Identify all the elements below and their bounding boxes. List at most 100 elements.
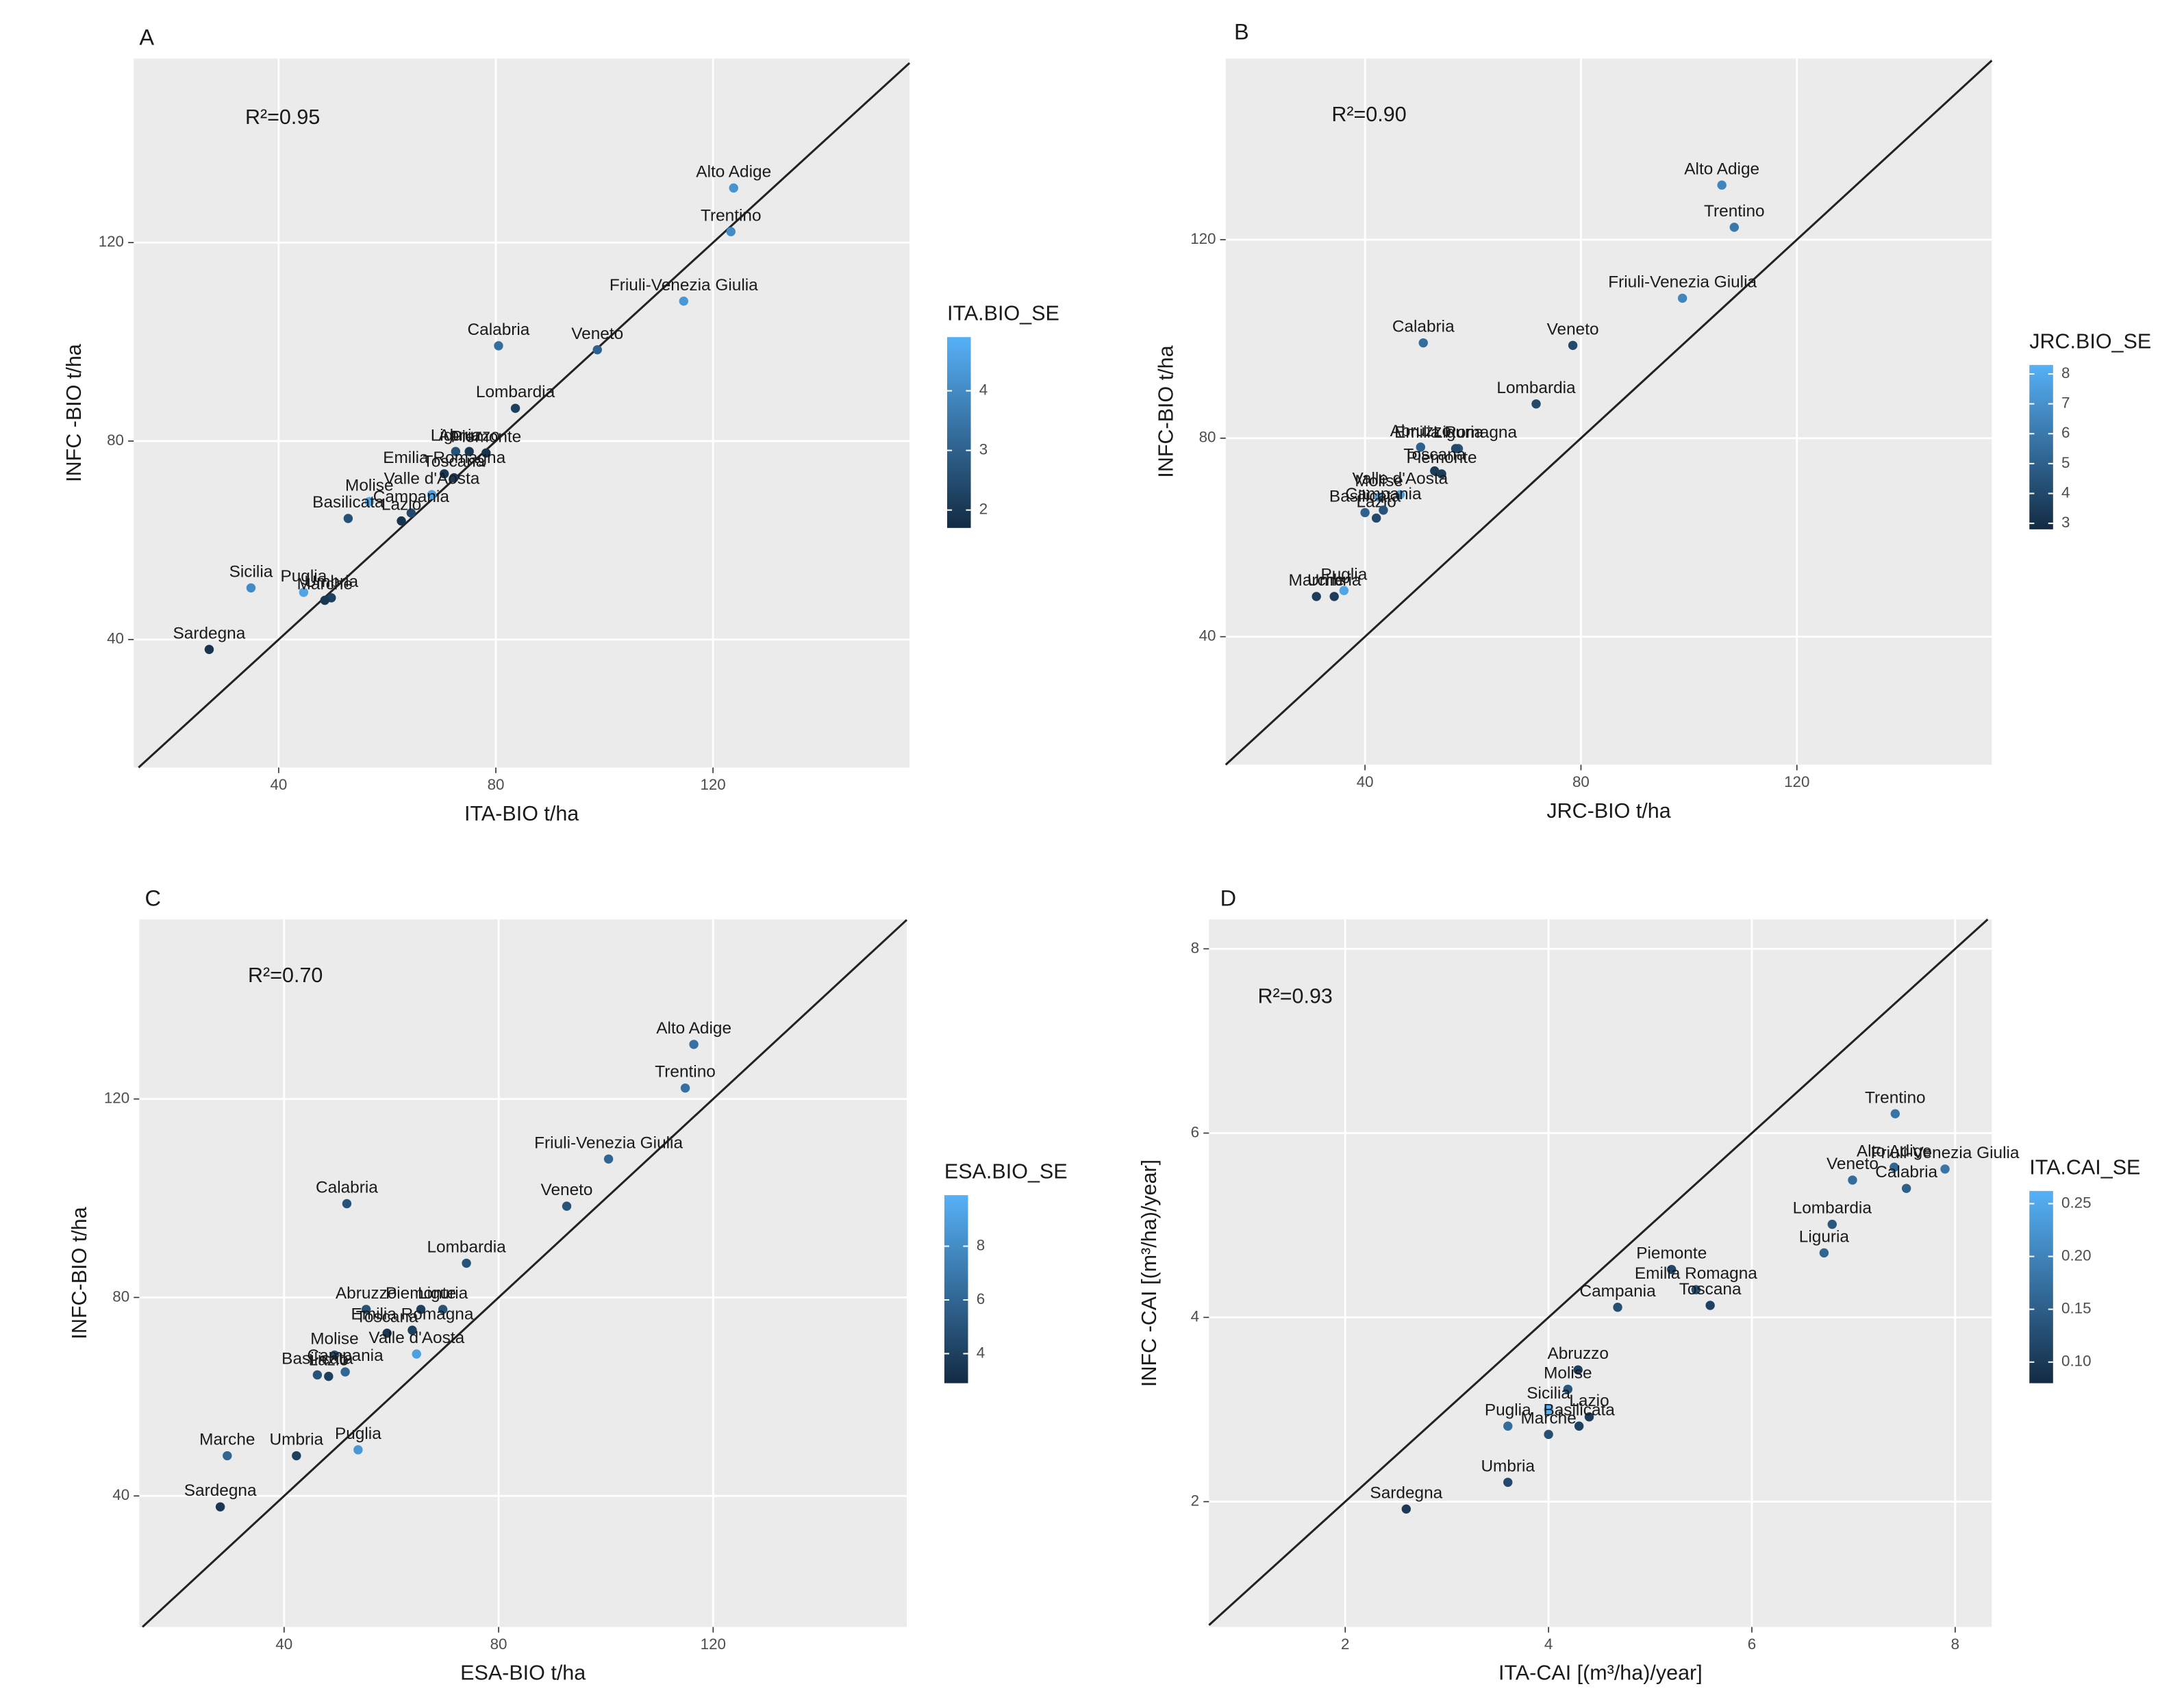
y-tick-label: 40 <box>1199 627 1216 644</box>
data-point <box>1401 1504 1411 1514</box>
data-point <box>439 469 449 479</box>
colorbar-tick-label: 0.10 <box>2061 1353 2092 1370</box>
point-label: Lombardia <box>1793 1199 1872 1218</box>
data-point <box>223 1451 232 1461</box>
point-label: Liguria <box>418 1284 468 1303</box>
data-point <box>416 1305 426 1314</box>
point-label: Lazio <box>381 496 421 514</box>
data-point <box>689 1040 699 1049</box>
point-label: Trentino <box>701 206 762 225</box>
data-point <box>1395 490 1405 500</box>
chart-panel: 40 80 120 40 80 120 Alto Adige Trentino Friuli-V… <box>68 886 1068 1684</box>
y-tick-label: 6 <box>1191 1123 1199 1140</box>
data-point <box>1568 340 1578 350</box>
colorbar-title: ITA.BIO_SE <box>947 302 1059 325</box>
y-axis-title: INFC -BIO t/ha <box>62 344 86 482</box>
data-point <box>407 1325 417 1335</box>
point-label: Friuli-Venezia Giulia <box>610 276 758 295</box>
point-label: Lombardia <box>476 383 555 401</box>
r-squared-annotation: R²=0.70 <box>248 964 323 987</box>
x-tick-label: 120 <box>1784 773 1809 790</box>
data-point <box>562 1201 572 1211</box>
data-point <box>343 514 353 523</box>
point-label: Sardegna <box>184 1481 257 1500</box>
x-tick-label: 40 <box>275 1636 292 1653</box>
colorbar-title: ITA.CAI_SE <box>2029 1155 2140 1179</box>
data-point <box>427 490 437 499</box>
point-label: Calabria <box>1875 1163 1937 1181</box>
data-point <box>1667 1264 1677 1275</box>
point-label: Campania <box>373 488 450 506</box>
point-label: Umbria <box>1307 571 1361 590</box>
point-label: Molise <box>310 1330 358 1349</box>
data-point <box>1940 1164 1950 1174</box>
data-point <box>1371 513 1381 523</box>
y-tick-label: 120 <box>104 1090 129 1107</box>
x-tick-label: 40 <box>1357 773 1374 790</box>
plot-background <box>134 58 910 768</box>
r-squared-annotation: R²=0.93 <box>1258 984 1333 1007</box>
data-point <box>1430 466 1440 476</box>
point-label: Umbria <box>304 573 358 591</box>
x-tick-label: 8 <box>1951 1636 1959 1653</box>
data-point <box>1890 1162 1899 1172</box>
data-point <box>729 183 738 193</box>
data-point <box>1574 1421 1584 1431</box>
point-label: Abruzzo <box>336 1284 397 1303</box>
point-label: Trentino <box>655 1063 716 1081</box>
point-label: Valle d'Aosta <box>1352 469 1448 488</box>
point-label: Friuli-Venezia Giulia <box>1608 273 1757 292</box>
colorbar-tick-label: 6 <box>2061 424 2070 441</box>
data-point <box>464 447 474 456</box>
data-point <box>1677 293 1687 303</box>
point-label: Abruzzo <box>438 426 499 444</box>
y-axis-title: INFC-BIO t/ha <box>1154 345 1177 477</box>
x-axis-title: ITA-BIO t/ha <box>464 802 579 825</box>
point-label: Toscana <box>1679 1280 1742 1299</box>
y-tick-label: 4 <box>1191 1307 1199 1325</box>
colorbar-tick-label: 0.20 <box>2061 1246 2092 1264</box>
x-tick-label: 80 <box>490 1636 507 1653</box>
data-point <box>1573 1365 1583 1375</box>
data-point <box>603 1154 614 1164</box>
data-point <box>494 341 503 351</box>
point-label: Calabria <box>468 321 530 339</box>
point-label: Liguria <box>1433 423 1484 442</box>
colorbar <box>946 337 971 528</box>
data-point <box>299 588 309 597</box>
data-point <box>1705 1301 1715 1310</box>
data-point <box>1717 180 1727 190</box>
point-label: Puglia <box>280 567 327 586</box>
point-label: Molise <box>1355 472 1403 490</box>
point-label: Sardegna <box>1370 1483 1442 1502</box>
x-tick-label: 2 <box>1341 1636 1349 1653</box>
point-label: Alto Adige <box>1857 1142 1932 1160</box>
point-label: Alto Adige <box>656 1019 731 1038</box>
point-label: Toscana <box>356 1308 418 1327</box>
point-label: Liguria <box>1799 1227 1850 1246</box>
point-label: Emilia Romagna <box>351 1305 474 1323</box>
panel-letter: B <box>1234 19 1249 44</box>
data-point <box>412 1349 421 1359</box>
panel-letter: D <box>1220 886 1237 910</box>
r-squared-annotation: R²=0.95 <box>245 105 320 129</box>
point-label: Valle d'Aosta <box>384 469 480 488</box>
colorbar-tick-label: 3 <box>979 441 988 458</box>
point-label: Campania <box>1345 485 1422 503</box>
colorbar <box>2029 1190 2053 1383</box>
plot-background <box>1209 919 1992 1627</box>
point-label: Piemonte <box>1636 1244 1707 1263</box>
point-label: Lombardia <box>427 1238 506 1257</box>
point-label: Puglia <box>1485 1401 1531 1419</box>
colorbar-tick-label: 6 <box>977 1290 985 1307</box>
point-label: Lazio <box>1569 1392 1609 1410</box>
point-label: Umbria <box>270 1431 324 1449</box>
data-point <box>1329 592 1339 601</box>
y-tick-label: 40 <box>107 630 124 647</box>
point-label: Emilia Romagna <box>1394 423 1517 442</box>
colorbar-tick-label: 3 <box>2061 514 2070 531</box>
point-label: Toscana <box>1403 446 1466 464</box>
data-point <box>406 508 416 518</box>
